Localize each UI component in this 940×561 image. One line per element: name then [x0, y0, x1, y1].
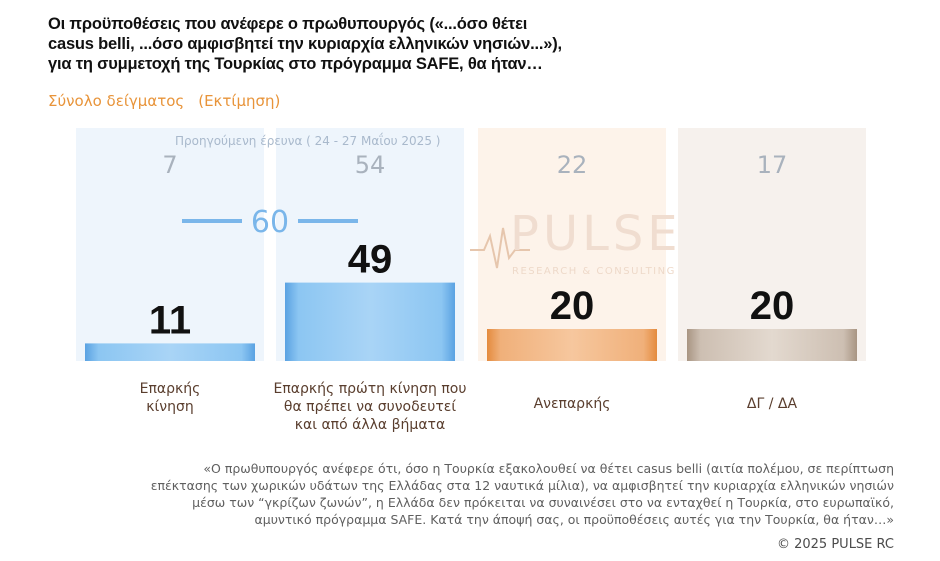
title-line: casus belli, ...όσο αμφισβητεί την κυρια… [48, 35, 562, 53]
category-label: θα πρέπει να συνοδευτεί [284, 399, 456, 415]
value-label: 11 [149, 298, 191, 342]
category-label: Ανεπαρκής [534, 396, 611, 412]
value-label: 49 [348, 238, 393, 282]
category-label: ΔΓ / ΔΑ [747, 396, 798, 412]
bar [285, 282, 455, 361]
title-line: Οι προϋποθέσεις που ανέφερε ο πρωθυπουργ… [48, 15, 528, 33]
value-label: 20 [550, 284, 595, 328]
watermark-brand: PULSE [510, 206, 682, 262]
footnote-line: μέσω των “γκρίζων ζωνών”, η Ελλάδα δεν π… [192, 495, 894, 510]
category-label: Επαρκής πρώτη κίνηση που [274, 381, 467, 397]
previous-value-label: 54 [355, 151, 386, 179]
chart-title: Οι προϋποθέσεις που ανέφερε ο πρωθυπουργ… [48, 14, 688, 74]
footnote-line: αμυντικό πρόγραμμα SAFE. Κατά την άποψή … [254, 512, 895, 527]
watermark-tagline: RESEARCH & CONSULTING [512, 266, 676, 277]
question-footnote: «Ο πρωθυπουργός ανέφερε ότι, όσο η Τουρκ… [54, 460, 894, 528]
category-panel [678, 128, 866, 361]
previous-value-label: 7 [162, 151, 177, 179]
previous-value-label: 17 [757, 151, 788, 179]
previous-survey-label: Προηγούμενη έρευνα ( 24 - 27 Μαΐου 2025 … [175, 134, 441, 148]
value-label: 20 [750, 284, 795, 328]
bar [85, 343, 255, 361]
category-label: κίνηση [146, 399, 193, 415]
copyright: © 2025 PULSE RC [776, 537, 894, 552]
combined-value-label: 60 [251, 205, 289, 240]
chart-subtitle: Σύνολο δείγματος (Εκτίμηση) [48, 92, 280, 110]
bar [487, 329, 657, 361]
title-line: για τη συμμετοχή της Τουρκίας στο πρόγρα… [48, 55, 543, 73]
bar [687, 329, 857, 361]
category-panel [76, 128, 264, 361]
subtitle-text: Σύνολο δείγματος [48, 92, 185, 110]
pulse-watermark-icon [470, 227, 530, 269]
subtitle-note: (Εκτίμηση) [198, 92, 281, 110]
category-label: και από άλλα βήματα [295, 417, 445, 433]
category-panel [478, 128, 666, 361]
category-label: Επαρκής [140, 381, 201, 397]
footnote-line: επέκτασης των χωρικών υδάτων της Ελλάδας… [150, 478, 894, 493]
footnote-line: «Ο πρωθυπουργός ανέφερε ότι, όσο η Τουρκ… [203, 461, 894, 476]
previous-value-label: 22 [557, 151, 588, 179]
